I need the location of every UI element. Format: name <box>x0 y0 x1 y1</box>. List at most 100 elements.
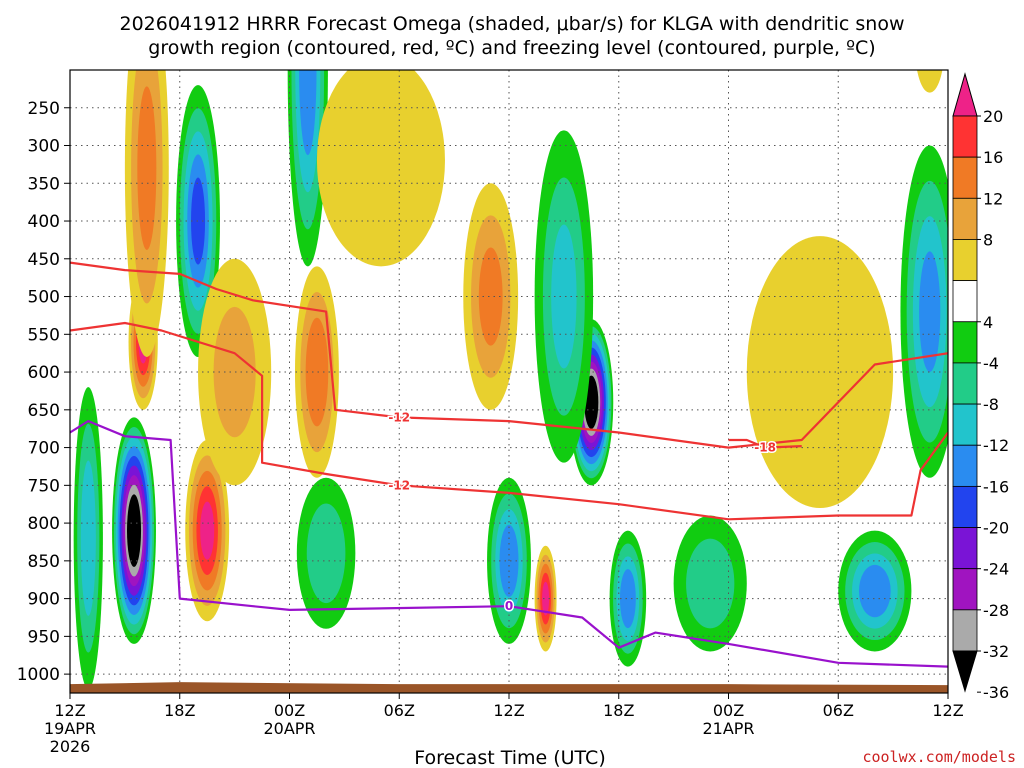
colorbar-bin <box>952 568 978 611</box>
omega-upward-4 <box>300 70 315 137</box>
terrain-fill <box>70 682 948 693</box>
colorbar-bin <box>952 403 978 446</box>
colorbar-bin <box>952 362 978 405</box>
y-tick-label: 300 <box>28 137 60 157</box>
x-tick-label: 00Z <box>274 701 305 720</box>
x-date-label: 19APR <box>44 719 96 738</box>
y-tick-label: 600 <box>28 363 60 383</box>
colorbar-label: -12 <box>983 436 1009 455</box>
colorbar-bin <box>952 321 978 364</box>
y-tick-label: 450 <box>28 250 60 270</box>
y-tick-label: 650 <box>28 401 60 421</box>
colorbar-label: 4 <box>983 313 993 332</box>
omega-upward-12 <box>919 251 941 372</box>
colorbar-bin <box>952 609 978 652</box>
x-tick-label: 18Z <box>603 701 634 720</box>
x-tick-label: 12Z <box>54 701 85 720</box>
dgz-contour-1 <box>70 321 948 521</box>
y-tick-label: 250 <box>28 99 60 119</box>
y-tick-label: 1000 <box>17 665 60 685</box>
dgz-contour-2-label: -18 <box>754 441 776 455</box>
colorbar-label: -24 <box>983 560 1009 579</box>
y-tick-label: 900 <box>28 590 60 610</box>
y-tick-label: 400 <box>28 212 60 232</box>
colorbar-label: 16 <box>983 148 1003 167</box>
omega-downward-2 <box>200 501 215 560</box>
colorbar-label: -36 <box>983 683 1009 702</box>
colorbar-bin <box>952 280 978 323</box>
omega-upward-5 <box>311 516 341 591</box>
omega-shading-layer <box>73 70 948 690</box>
x-tick-label: 06Z <box>384 701 415 720</box>
y-tick-label: 850 <box>28 552 60 572</box>
x-tick-label: 12Z <box>493 701 524 720</box>
omega-upward-0 <box>82 478 95 598</box>
y-tick-label: 950 <box>28 627 60 647</box>
omega-upward-9 <box>621 575 635 622</box>
colorbar-label: -32 <box>983 642 1009 661</box>
plot-area: -12 -12 -18 0 <box>69 69 949 694</box>
chart-title-line-2: growth region (contoured, red, ºC) and f… <box>148 37 875 59</box>
dgz-contour-1-label: -12 <box>388 478 410 492</box>
colorbar-label: -28 <box>983 601 1009 620</box>
colorbar-label: -16 <box>983 477 1009 496</box>
freezing-level-contour-label: 0 <box>505 599 513 613</box>
omega-upward-7 <box>586 382 597 422</box>
colorbar-bin <box>952 485 978 528</box>
colorbar-bottom-arrow <box>952 650 978 693</box>
y-tick-label: 800 <box>28 514 60 534</box>
y-tick-label: 750 <box>28 476 60 496</box>
colorbar: 20 16 12 8 4 -4 -8 -12 -16 -20 -24 -28 -32 -36 <box>952 72 1009 702</box>
dgz-contour-0 <box>70 261 948 449</box>
omega-downward-7 <box>542 581 550 616</box>
omega-upward-10 <box>692 550 729 617</box>
x-tick-label: 06Z <box>823 701 854 720</box>
y-tick-label: 700 <box>28 439 60 459</box>
x-tick-label: 18Z <box>164 701 195 720</box>
omega-upward-8 <box>551 224 577 369</box>
colorbar-label: 12 <box>983 189 1003 208</box>
y-axis: 250 300 350 400 450 500 550 600 650 700 750 800 850 9… <box>17 99 70 685</box>
chart-title-line-1: 2026041912 HRRR Forecast Omega (shaded, … <box>119 13 904 35</box>
x-tick-label: 00Z <box>713 701 744 720</box>
omega-downward-5 <box>330 77 432 244</box>
colorbar-bin <box>952 197 978 240</box>
freezing-level-contour <box>70 420 948 668</box>
x-date-label: 20APR <box>263 719 315 738</box>
colorbar-label: -20 <box>983 519 1009 538</box>
colorbar-label: 20 <box>983 107 1003 126</box>
colorbar-bin <box>952 156 978 199</box>
dgz-contour-2 <box>728 438 802 449</box>
omega-downward-8 <box>762 265 878 480</box>
y-tick-label: 500 <box>28 288 60 308</box>
y-tick-label: 550 <box>28 325 60 345</box>
colorbar-label: 8 <box>983 230 993 249</box>
contour-layer: -12 -12 -18 0 <box>70 261 948 668</box>
colorbar-label: -4 <box>983 354 999 373</box>
x-axis-label: Forecast Time (UTC) <box>414 747 605 768</box>
x-date-label: 21APR <box>702 719 754 738</box>
omega-upward-3 <box>191 177 206 265</box>
terrain-layer <box>70 682 948 693</box>
watermark: coolwx.com/models <box>862 748 1016 766</box>
y-tick-label: 350 <box>28 174 60 194</box>
x-tick-label: 12Z <box>932 701 963 720</box>
colorbar-bin <box>952 527 978 570</box>
omega-downward-9 <box>920 70 939 84</box>
omega-upward-1 <box>128 504 140 558</box>
colorbar-bin <box>952 444 978 487</box>
colorbar-bin <box>952 115 978 158</box>
omega-downward-3 <box>213 306 256 438</box>
dgz-contour-0-label: -12 <box>388 410 410 424</box>
omega-downward-1 <box>137 86 157 250</box>
colorbar-top-arrow <box>952 72 978 117</box>
colorbar-label: -8 <box>983 395 999 414</box>
omega-upward-11 <box>862 570 888 612</box>
omega-downward-6 <box>478 247 503 346</box>
x-year-label: 2026 <box>50 737 91 756</box>
omega-downward-4 <box>308 330 326 414</box>
gridlines <box>70 70 948 693</box>
colorbar-bin <box>952 239 978 282</box>
